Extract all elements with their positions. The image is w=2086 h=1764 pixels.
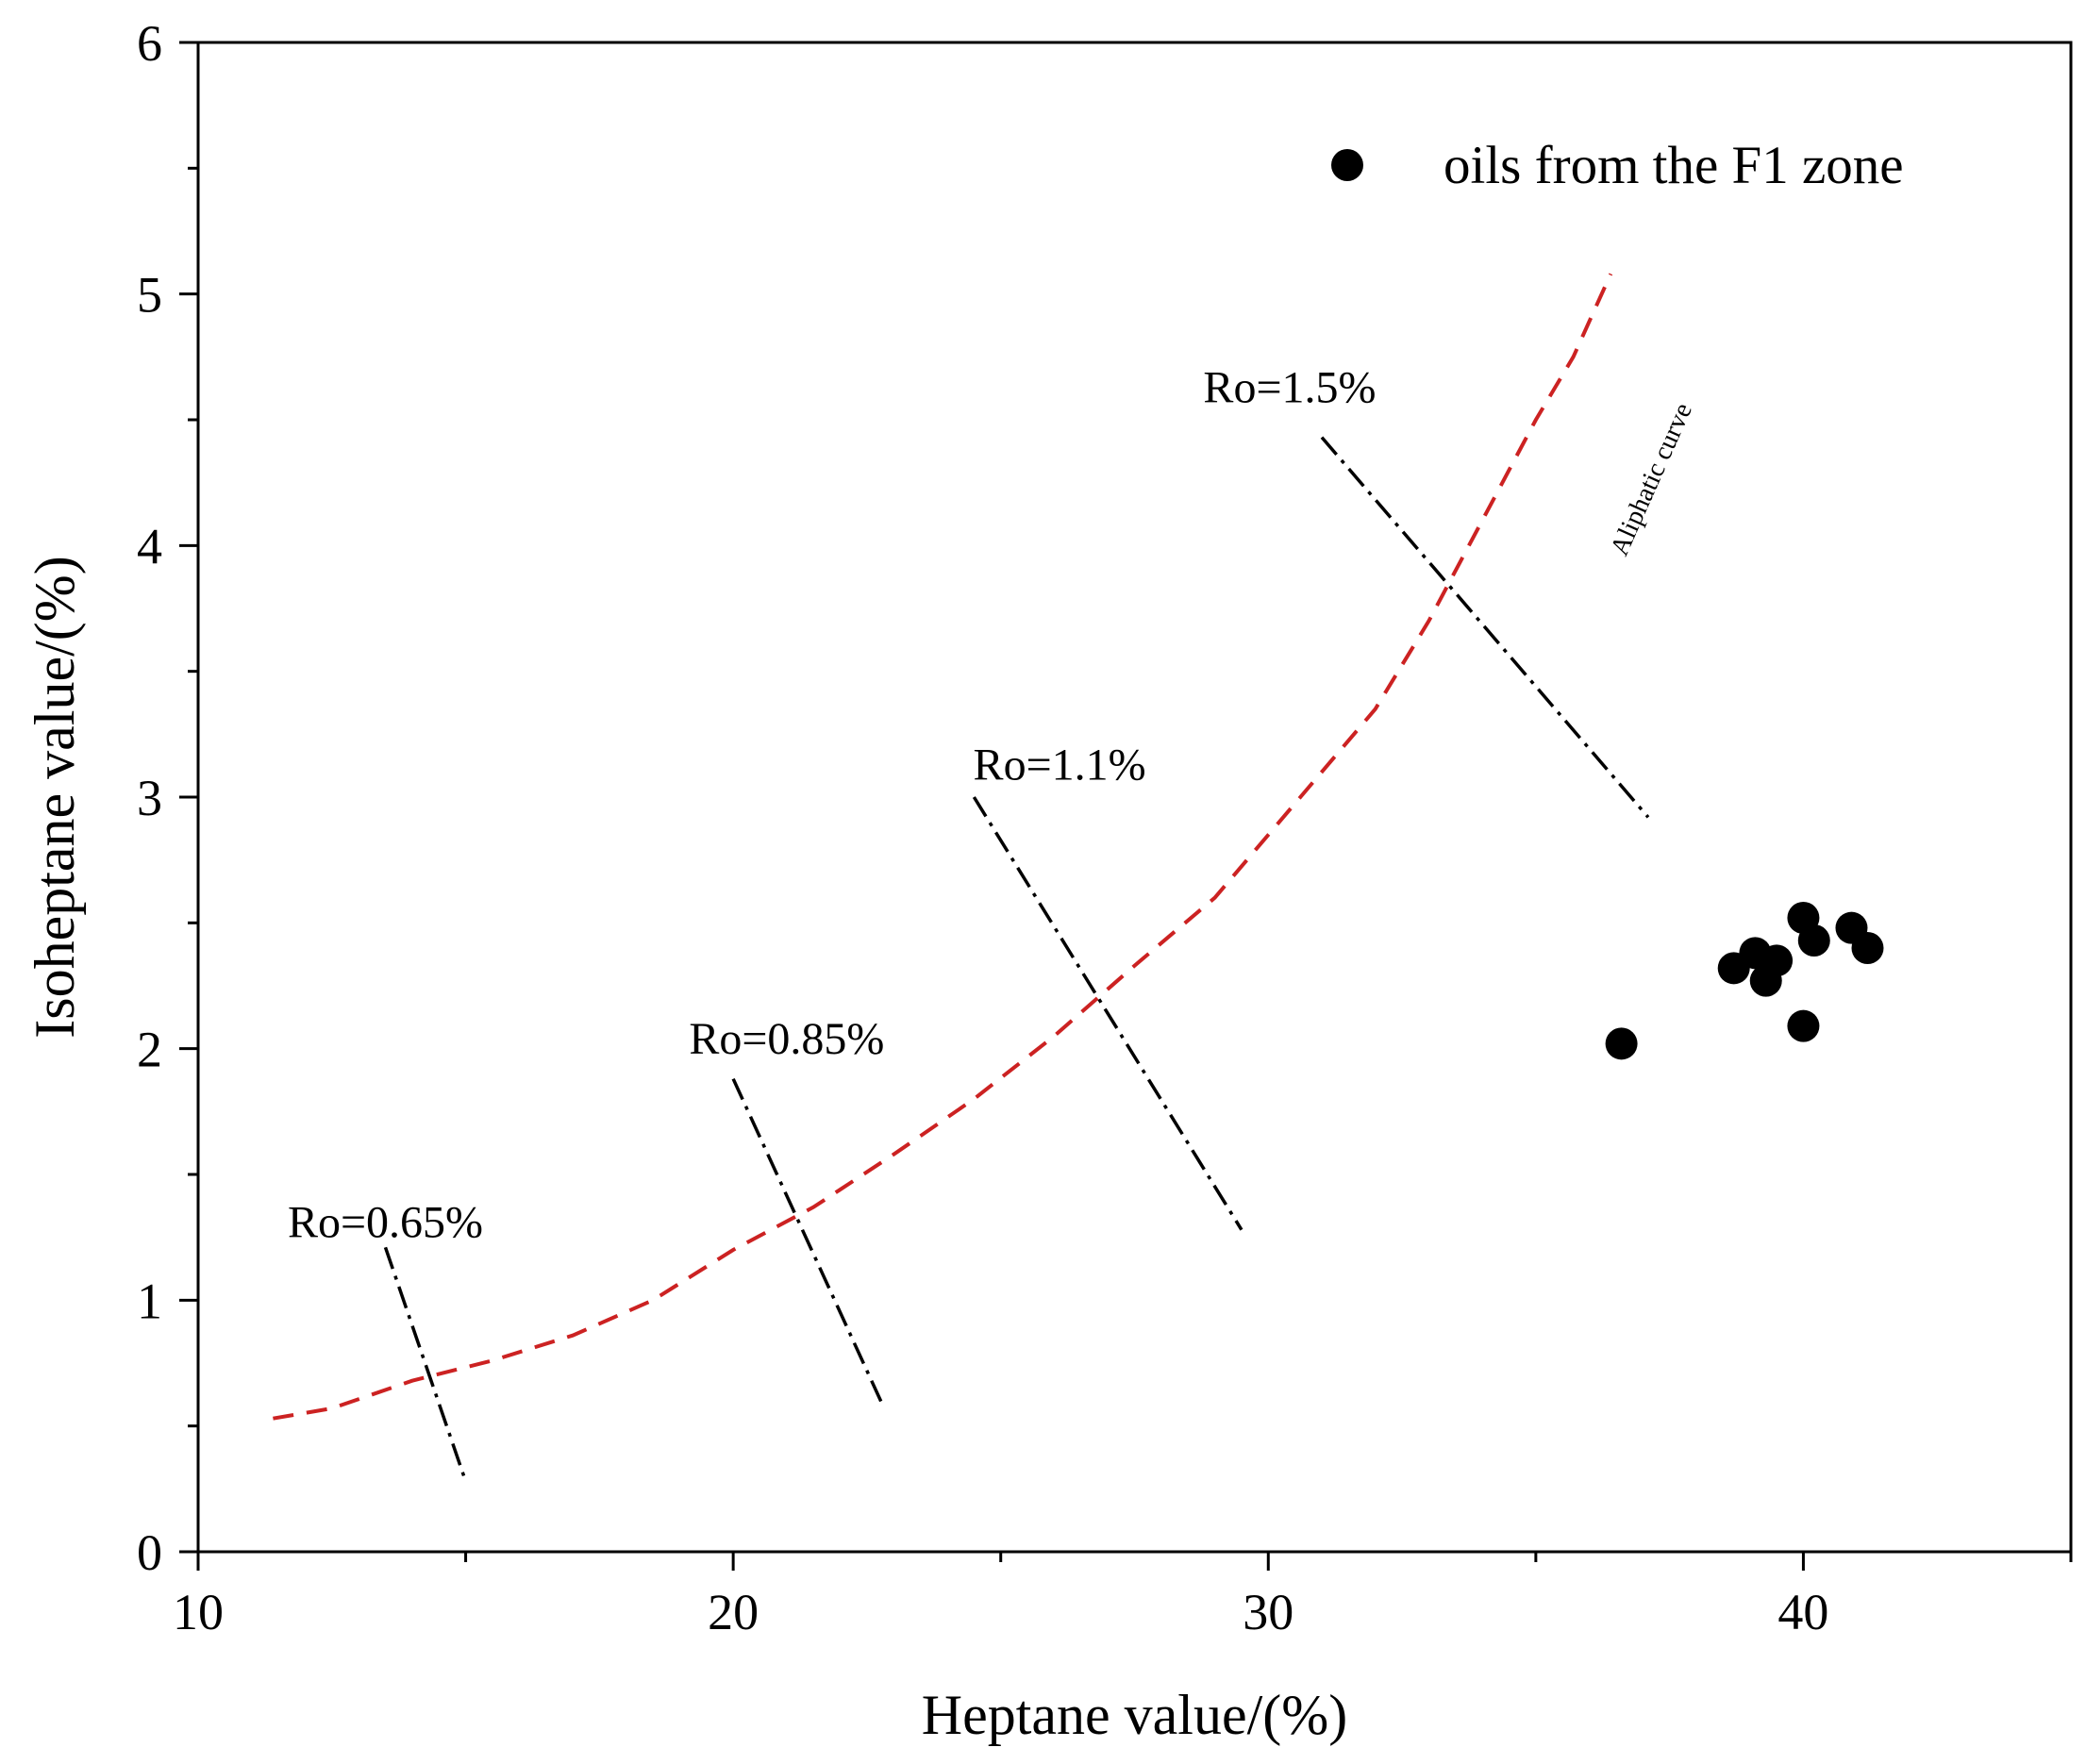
text-layer: Ro=0.65% Ro=0.85% Ro=1.1% Ro=1.5% Aliphatic …: [288, 362, 1698, 1247]
aliphatic-curve: [273, 273, 1613, 1421]
ro-annotation: Ro=1.5%: [1203, 362, 1376, 412]
x-axis-title: Heptane value/(%): [922, 1684, 1347, 1746]
y-tick-label: 0: [137, 1524, 162, 1581]
y-tick-label: 4: [137, 518, 162, 574]
data-point: [1851, 932, 1884, 964]
x-tick-label: 20: [708, 1584, 759, 1640]
ro-annotation: Ro=1.1%: [974, 740, 1146, 790]
y-tick-label: 3: [137, 770, 162, 826]
x-tick-label: 40: [1777, 1584, 1828, 1640]
curve-layer: [273, 273, 1613, 1421]
maturity-line: [383, 1246, 468, 1482]
maturity-line: [972, 796, 1243, 1231]
maturity-lines-layer: [383, 436, 1650, 1482]
data-point: [1797, 924, 1830, 957]
maturity-line: [731, 1077, 885, 1407]
ro-annotation: Ro=0.65%: [288, 1198, 483, 1248]
plot-frame: [196, 41, 2073, 1554]
curve-annotation: Aliphatic curve: [1605, 399, 1698, 560]
data-point: [1605, 1027, 1638, 1060]
y-axis-title: Isoheptane value/(%): [24, 556, 86, 1038]
legend-marker: [1331, 149, 1363, 181]
axes-layer: 10 20 30 40 0 1 2 3 4 5 6: [137, 15, 2073, 1640]
y-tick-label: 1: [137, 1273, 162, 1329]
legend: oils from the F1 zone: [1331, 136, 1904, 195]
x-tick-label: 30: [1243, 1584, 1293, 1640]
y-tick-label: 5: [137, 267, 162, 324]
y-tick-label: 2: [137, 1022, 162, 1078]
points-layer: [1605, 902, 1884, 1060]
data-point: [1761, 944, 1794, 977]
data-point: [1787, 1009, 1820, 1042]
legend-label: oils from the F1 zone: [1444, 136, 1904, 195]
y-tick-label: 6: [137, 15, 162, 72]
ro-annotation: Ro=0.85%: [689, 1014, 884, 1064]
x-tick-label: 10: [173, 1584, 224, 1640]
maturity-line: [1320, 436, 1650, 819]
